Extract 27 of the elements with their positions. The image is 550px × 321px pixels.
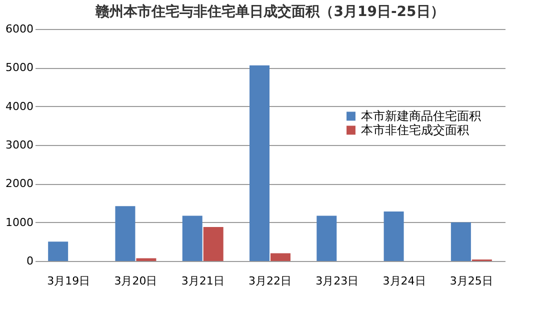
y-tick-label: 0 [26,254,34,268]
chart-title: 赣州本市住宅与非住宅单日成交面积（3月19日-25日） [94,3,444,20]
x-tick-label: 3月20日 [114,274,158,288]
bar [203,226,224,261]
x-tick-label: 3月25日 [450,274,493,288]
bar [450,222,471,261]
x-tick-label: 3月19日 [47,274,90,288]
x-tick-label: 3月22日 [248,274,292,288]
y-tick-label: 2000 [6,177,34,190]
y-tick-label: 5000 [6,61,34,74]
y-tick-label: 6000 [6,22,34,36]
y-tick-label: 1000 [6,216,34,229]
y-tick-label: 4000 [6,100,34,113]
bar [384,212,404,261]
y-tick-label: 3000 [6,138,34,152]
bar [115,206,136,261]
bar [182,216,202,261]
bar [250,65,270,261]
x-tick-label: 3月21日 [181,274,224,288]
legend-label: 本市新建商品住宅面积 [361,109,481,124]
bar [316,216,337,261]
legend-label: 本市非住宅成交面积 [361,123,469,138]
x-tick-label: 3月23日 [316,274,359,288]
x-tick-label: 3月24日 [382,274,426,288]
bar [48,242,68,261]
bar [270,253,290,261]
bar [136,258,156,261]
